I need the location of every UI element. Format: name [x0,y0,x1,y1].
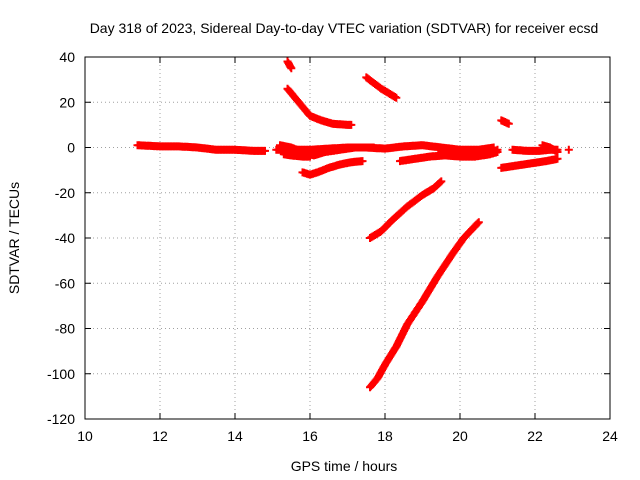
y-tick-label: -120 [47,411,75,427]
data-points [133,57,573,392]
y-tick-label: -100 [47,366,75,382]
data-point [347,120,356,129]
axis-ticks: 10 12 14 16 18 20 22 24 -120 -100 -80 -60 -40 -20 0 20 4… [47,49,618,444]
data-series [283,84,356,129]
data-series [362,73,401,102]
data-point [369,143,378,152]
data-point [493,145,502,154]
y-tick-label: -40 [55,230,75,246]
x-axis-label: GPS time / hours [291,458,398,474]
y-tick-label: 20 [59,94,75,110]
y-tick-label: -80 [55,321,75,337]
data-series [133,141,269,155]
data-point [287,64,296,73]
x-tick-label: 24 [602,428,618,444]
y-tick-label: -60 [55,275,75,291]
x-tick-label: 18 [377,428,393,444]
data-point [358,157,367,166]
chart-title: Day 318 of 2023, Sidereal Day-to-day VTE… [90,20,599,36]
y-tick-label: 0 [67,140,75,156]
x-tick-label: 16 [302,428,318,444]
x-tick-label: 22 [527,428,543,444]
data-series [497,154,562,172]
data-series [366,218,483,392]
x-tick-label: 20 [452,428,468,444]
y-tick-label: 40 [59,49,75,65]
data-point [553,154,562,163]
data-point [261,146,269,155]
data-series [279,150,314,161]
data-point [437,177,446,186]
data-series [538,141,562,156]
x-tick-label: 10 [77,428,93,444]
data-point [473,219,482,228]
data-point [306,152,314,161]
data-point [553,148,562,156]
data-point [564,145,573,154]
y-tick-label: -20 [55,185,75,201]
data-series [497,116,513,128]
data-series [564,145,573,154]
data-series [366,177,446,242]
data-series [437,145,502,159]
data-point [392,93,401,102]
data-point [474,218,483,227]
data-series [283,57,296,73]
x-tick-label: 12 [152,428,168,444]
y-axis-label: SDTVAR / TECUs [6,182,22,294]
data-series [298,157,367,179]
data-point [504,119,513,128]
x-tick-label: 14 [227,428,243,444]
